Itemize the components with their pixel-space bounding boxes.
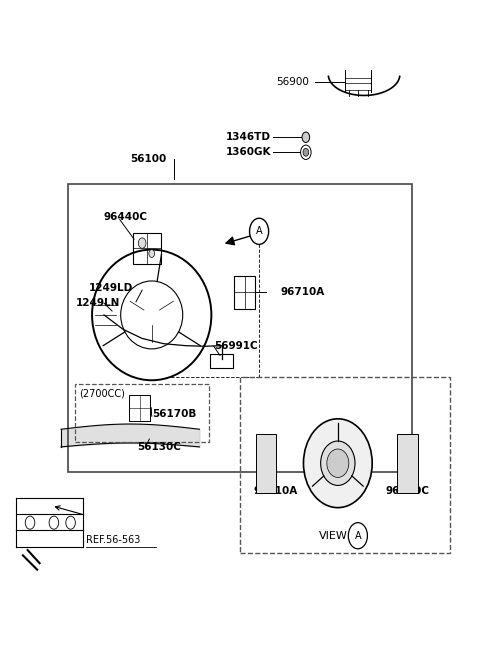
- Bar: [240, 377, 450, 554]
- Circle shape: [49, 516, 59, 529]
- Text: 96440C: 96440C: [104, 212, 148, 222]
- Text: 1249LD: 1249LD: [88, 283, 132, 293]
- Circle shape: [302, 132, 310, 142]
- Bar: [68, 184, 412, 472]
- Text: 96710A: 96710A: [253, 486, 298, 497]
- Circle shape: [149, 250, 155, 257]
- Ellipse shape: [303, 419, 372, 508]
- Text: (2700CC): (2700CC): [79, 388, 125, 398]
- Bar: [234, 276, 255, 309]
- Circle shape: [138, 238, 146, 249]
- Bar: [132, 233, 161, 264]
- Text: 1360GK: 1360GK: [226, 148, 271, 157]
- Ellipse shape: [321, 441, 355, 485]
- Circle shape: [25, 516, 35, 529]
- Text: REF.56-563: REF.56-563: [86, 535, 141, 545]
- Text: VIEW: VIEW: [319, 531, 348, 541]
- Text: 56991C: 56991C: [214, 341, 257, 352]
- Circle shape: [66, 516, 75, 529]
- Text: 96440C: 96440C: [385, 486, 430, 497]
- Ellipse shape: [327, 449, 349, 478]
- Circle shape: [348, 523, 367, 549]
- Text: 56170B: 56170B: [152, 409, 196, 419]
- Circle shape: [303, 148, 309, 156]
- Bar: [256, 434, 276, 493]
- Text: 56100: 56100: [130, 154, 166, 165]
- Text: 96710A: 96710A: [281, 287, 325, 297]
- Bar: [75, 384, 209, 442]
- Text: 1346TD: 1346TD: [226, 133, 271, 142]
- Text: 56130C: 56130C: [137, 442, 181, 452]
- Text: A: A: [355, 531, 361, 541]
- Bar: [129, 395, 150, 420]
- Text: 1249LN: 1249LN: [75, 298, 120, 308]
- Text: A: A: [256, 226, 263, 236]
- Circle shape: [250, 218, 269, 245]
- Bar: [397, 434, 418, 493]
- Circle shape: [300, 145, 311, 159]
- Text: 56900: 56900: [276, 77, 309, 87]
- Bar: [210, 354, 233, 369]
